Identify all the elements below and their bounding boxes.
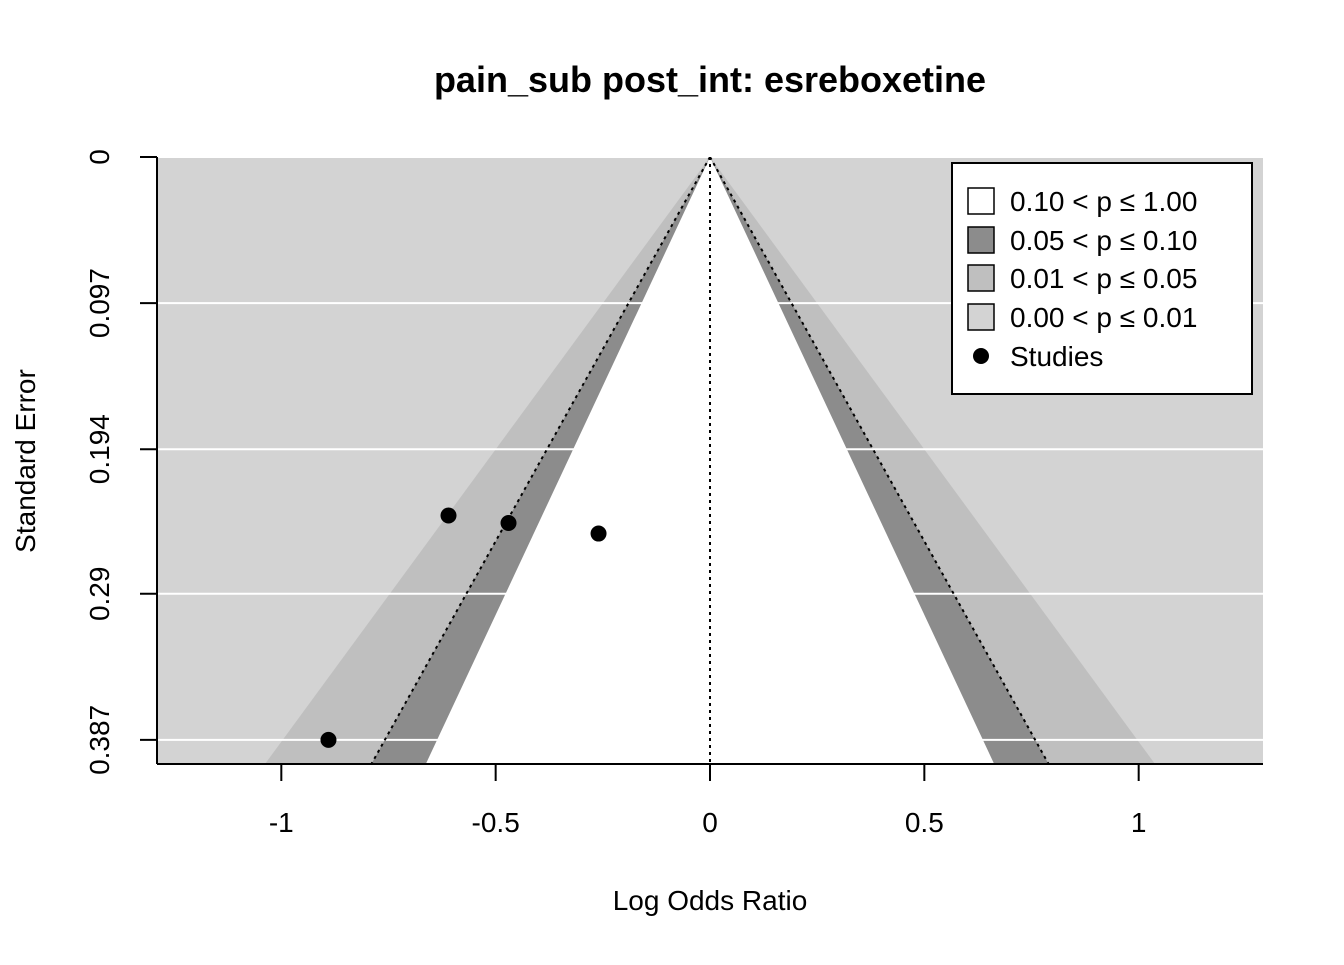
x-tick-label: 0 [702,807,718,838]
legend-label-studies: Studies [1010,341,1103,372]
study-points [320,507,607,748]
x-tick-label: 0.5 [905,807,944,838]
study-point [500,515,517,532]
y-tick-label: 0.29 [84,567,115,622]
legend-label: 0.01 < p ≤ 0.05 [1010,263,1197,294]
legend-swatch [967,264,995,292]
x-tick-label: -1 [269,807,294,838]
legend-swatch [967,187,995,215]
chart-title: pain_sub post_int: esreboxetine [434,59,986,100]
legend-studies-marker [973,348,989,364]
legend-label: 0.05 < p ≤ 0.10 [1010,225,1197,256]
y-tick-label: 0.387 [84,705,115,775]
x-tick-label: -0.5 [472,807,520,838]
legend-swatch [967,303,995,331]
legend-label: 0.00 < p ≤ 0.01 [1010,302,1197,333]
x-tick-label: 1 [1131,807,1147,838]
y-tick-label: 0.097 [84,268,115,338]
x-axis-label: Log Odds Ratio [613,885,808,916]
study-point [590,525,607,542]
y-tick-label: 0.194 [84,414,115,484]
legend-swatch [967,226,995,254]
reference-lines [370,157,1050,764]
y-axis-label: Standard Error [10,369,41,553]
legend-label: 0.10 < p ≤ 1.00 [1010,186,1197,217]
study-point [320,731,337,748]
axes: -1 -0.5 0 0.5 1 0 0.097 0.194 0.29 0.387 [84,149,1263,838]
legend: 0.10 < p ≤ 1.00 0.05 < p ≤ 0.10 0.01 < p ≤… [951,162,1253,395]
legend-box [951,162,1253,395]
study-point [440,507,457,524]
y-tick-label: 0 [84,149,115,165]
